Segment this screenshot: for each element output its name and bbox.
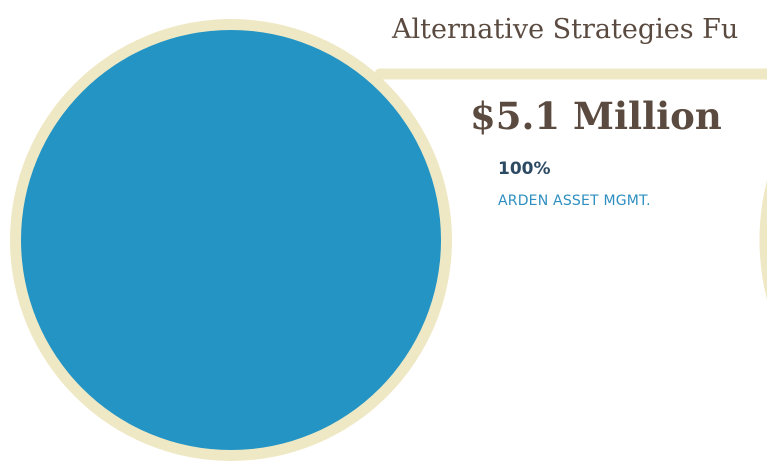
slice-name-label: ARDEN ASSET MGMT. — [498, 193, 651, 209]
pie-slices — [21, 30, 441, 450]
pie-slice — [21, 30, 441, 450]
fund-title: Alternative Strategies Fu — [392, 14, 739, 45]
fund-total: $5.1 Million — [470, 94, 722, 138]
slice-percent-label: 100% — [498, 159, 551, 179]
next-chart-ring — [759, 180, 767, 300]
